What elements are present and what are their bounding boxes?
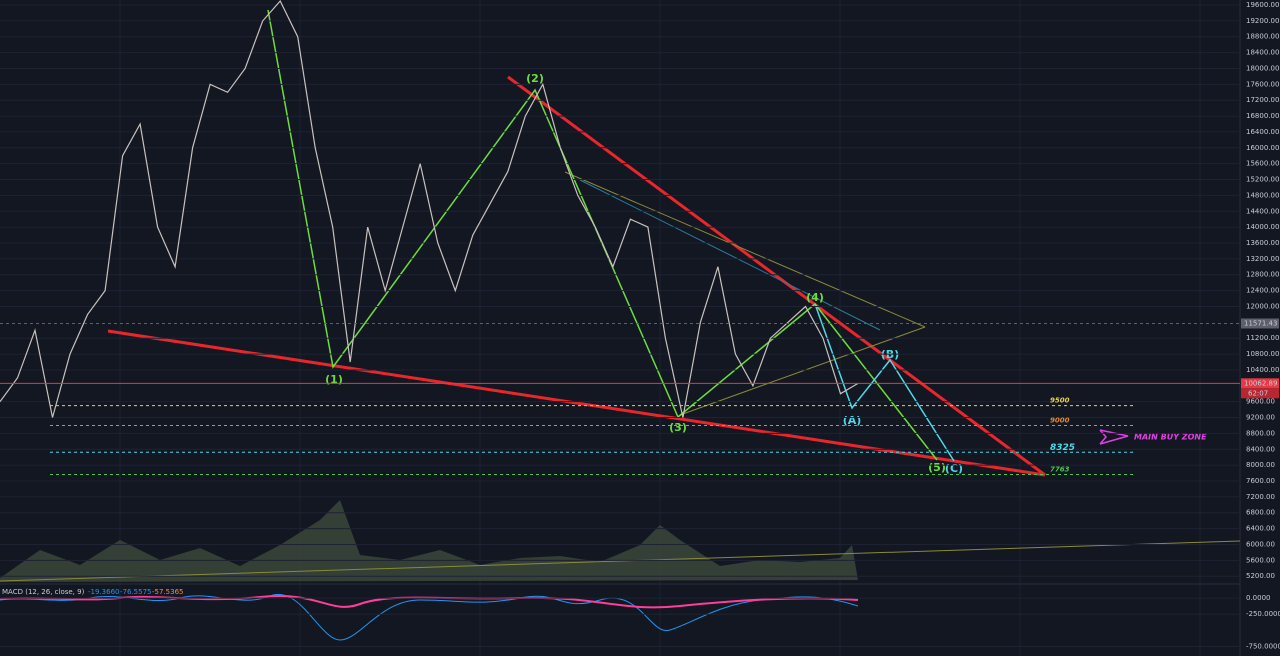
wave-label: (C) xyxy=(945,462,963,475)
macd-reading: -57.5365 xyxy=(152,588,183,596)
y-tick-label: 16800.00 xyxy=(1246,112,1279,120)
macd-reading: -76.5575 xyxy=(120,588,151,596)
y-tick-label: 16400.00 xyxy=(1246,128,1279,136)
y-tick-label: 19200.00 xyxy=(1246,17,1279,25)
y-tick-label: 8400.00 xyxy=(1246,445,1275,453)
countdown: 62:07 xyxy=(1248,389,1268,397)
macd-tick-label: -250.0000 xyxy=(1246,610,1280,618)
y-tick-label: 13600.00 xyxy=(1246,239,1279,247)
y-tick-label: 7600.00 xyxy=(1246,477,1275,485)
y-tick-label: 14000.00 xyxy=(1246,223,1279,231)
macd-tick-label: -750.0000 xyxy=(1246,642,1280,650)
y-tick-label: 12000.00 xyxy=(1246,302,1279,310)
price-tag-box xyxy=(1241,378,1279,389)
y-tick-label: 16000.00 xyxy=(1246,144,1279,152)
y-tick-label: 17200.00 xyxy=(1246,96,1279,104)
grid xyxy=(119,0,1201,656)
price-tag-label: 10062.89 xyxy=(1244,379,1277,387)
y-tick-label: 12800.00 xyxy=(1246,271,1279,279)
y-tick-label: 10400.00 xyxy=(1246,366,1279,374)
wave-label: (1) xyxy=(325,373,343,386)
y-tick-label: 8000.00 xyxy=(1246,461,1275,469)
y-tick-label: 18800.00 xyxy=(1246,33,1279,41)
y-tick-label: 15200.00 xyxy=(1246,176,1279,184)
y-tick-label: 5600.00 xyxy=(1246,556,1275,564)
y-tick-label: 6800.00 xyxy=(1246,509,1275,517)
macd-reading: -19.3660 xyxy=(88,588,119,596)
wave-label: (A) xyxy=(843,414,862,427)
volume-trend xyxy=(0,540,1241,582)
level-label: 8325 xyxy=(1050,443,1075,453)
level-label: 9000 xyxy=(1050,416,1070,424)
y-tick-label: 15600.00 xyxy=(1246,160,1279,168)
y-tick-label: 14800.00 xyxy=(1246,191,1279,199)
level-label: 9500 xyxy=(1050,397,1070,405)
y-tick-label: 17600.00 xyxy=(1246,80,1279,88)
y-tick-label: 9600.00 xyxy=(1246,398,1275,406)
zone-label: MAIN BUY ZONE xyxy=(1134,433,1207,442)
y-tick-label: 5200.00 xyxy=(1246,572,1275,580)
wave-label: (3) xyxy=(669,421,687,434)
wave-label: (2) xyxy=(526,72,544,85)
y-tick-label: 18000.00 xyxy=(1246,64,1279,72)
macd-title: MACD (12, 26, close, 9) xyxy=(2,588,85,596)
y-tick-label: 13200.00 xyxy=(1246,255,1279,263)
y-tick-label: 7200.00 xyxy=(1246,493,1275,501)
y-tick-label: 18400.00 xyxy=(1246,49,1279,57)
y-tick-label: 12400.00 xyxy=(1246,287,1279,295)
wave-label: (5) xyxy=(928,461,946,474)
level-label: 7763 xyxy=(1050,466,1070,474)
y-tick-label: 14400.00 xyxy=(1246,207,1279,215)
volume-area xyxy=(0,500,858,582)
y-tick-label: 6400.00 xyxy=(1246,525,1275,533)
wave-label: (4) xyxy=(806,291,824,304)
y-tick-label: 11200.00 xyxy=(1246,334,1279,342)
y-tick-label: 19600.00 xyxy=(1246,1,1279,9)
y-tick-label: 6000.00 xyxy=(1246,540,1275,548)
y-tick-label: 9200.00 xyxy=(1246,414,1275,422)
macd-line xyxy=(0,593,859,641)
y-tick-label: 10800.00 xyxy=(1246,350,1279,358)
price-line xyxy=(0,0,859,418)
price-tag-box xyxy=(1241,318,1279,329)
countdown-box xyxy=(1241,388,1279,399)
price-tag-label: 11571.43 xyxy=(1244,319,1277,327)
macd-tick-label: 0.0000 xyxy=(1246,594,1271,602)
y-tick-label: 8800.00 xyxy=(1246,429,1275,437)
